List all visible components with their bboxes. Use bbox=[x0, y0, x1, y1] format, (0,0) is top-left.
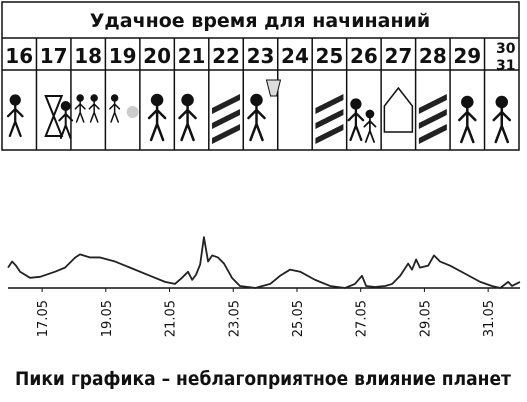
body bbox=[247, 104, 266, 142]
day-label: 19 bbox=[109, 44, 137, 68]
day-label: 28 bbox=[419, 44, 447, 68]
day-label: 17 bbox=[40, 44, 68, 68]
stripe-icon bbox=[418, 94, 447, 114]
head bbox=[350, 98, 362, 110]
body bbox=[178, 104, 197, 142]
body bbox=[363, 117, 377, 143]
day-label: 24 bbox=[281, 44, 309, 68]
stripe-icon bbox=[212, 94, 241, 114]
head bbox=[76, 94, 84, 102]
body bbox=[458, 106, 477, 144]
x-tick-label: 31.05 bbox=[482, 300, 497, 337]
table-frame bbox=[1, 1, 520, 151]
stripe-icon bbox=[315, 94, 344, 114]
figure-icon bbox=[58, 101, 74, 139]
day-label: 30 bbox=[496, 41, 516, 57]
body bbox=[74, 100, 86, 123]
figure-icon bbox=[247, 93, 266, 142]
day-label: 31 bbox=[496, 58, 515, 74]
head bbox=[90, 94, 98, 102]
figure-icon bbox=[492, 95, 512, 144]
day-label: 20 bbox=[143, 44, 171, 68]
head bbox=[495, 95, 509, 109]
hourglass-icon bbox=[44, 95, 64, 137]
day-label: 25 bbox=[316, 44, 344, 68]
x-tick-label: 25.05 bbox=[291, 300, 306, 337]
head bbox=[150, 93, 164, 107]
stripe-icon bbox=[418, 124, 447, 144]
house-icon bbox=[383, 86, 414, 133]
head bbox=[9, 94, 21, 106]
day-label: 18 bbox=[74, 44, 102, 68]
body bbox=[492, 106, 512, 144]
head bbox=[60, 101, 71, 111]
chart-caption: Пики графика – неблагоприятное влияние п… bbox=[15, 368, 511, 390]
table-title: Удачное время для начинаний bbox=[90, 10, 430, 32]
x-tick-label: 23.05 bbox=[227, 300, 242, 337]
figure-icon bbox=[74, 94, 86, 123]
figure-icon bbox=[178, 93, 197, 142]
head bbox=[110, 94, 119, 102]
body bbox=[88, 100, 100, 123]
x-tick-label: 29.05 bbox=[418, 300, 433, 337]
day-label: 21 bbox=[178, 44, 206, 68]
x-tick-label: 19.05 bbox=[100, 300, 115, 337]
body bbox=[347, 108, 365, 142]
body bbox=[6, 104, 24, 138]
day-label: 23 bbox=[247, 44, 275, 68]
head bbox=[181, 93, 194, 107]
figure-icon bbox=[347, 98, 365, 142]
figure-icon bbox=[88, 94, 100, 123]
body bbox=[58, 109, 74, 139]
head bbox=[250, 93, 263, 107]
x-tick-label: 21.05 bbox=[164, 300, 179, 337]
day-label: 29 bbox=[453, 44, 481, 68]
smoke-icon bbox=[126, 106, 139, 118]
day-label: 16 bbox=[5, 44, 33, 68]
day-label: 22 bbox=[212, 44, 240, 68]
body bbox=[147, 104, 167, 142]
head bbox=[365, 109, 375, 119]
figure-icon bbox=[147, 93, 167, 142]
x-tick-label: 27.05 bbox=[355, 300, 370, 337]
stripe-icon bbox=[315, 124, 344, 144]
stripe-icon bbox=[212, 109, 241, 129]
stripe-icon bbox=[212, 124, 241, 144]
day-label: 27 bbox=[384, 44, 412, 68]
body bbox=[109, 100, 121, 123]
cup-icon bbox=[265, 79, 282, 97]
stripe-icon bbox=[418, 109, 447, 129]
day-label: 26 bbox=[350, 44, 378, 68]
x-tick-label: 17.05 bbox=[36, 300, 51, 337]
figure-icon bbox=[458, 95, 477, 144]
data-line bbox=[7, 236, 521, 289]
head bbox=[461, 95, 474, 109]
figure-icon bbox=[363, 109, 377, 143]
stripe-icon bbox=[315, 109, 344, 129]
figure-icon bbox=[109, 94, 121, 123]
figure-icon bbox=[6, 94, 24, 138]
